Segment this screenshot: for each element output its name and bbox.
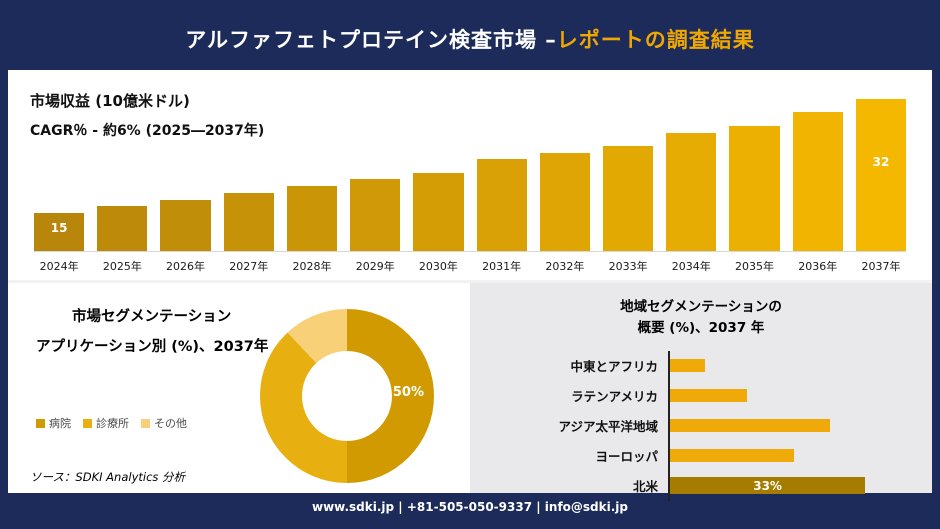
region-row: 中東とアフリカ [470,350,914,381]
revenue-bar [476,159,527,251]
region-title-line1: 地域セグメンテーションの [620,299,782,315]
revenue-bar: 15 [34,213,85,251]
revenue-axis-labels: 2024年 2025年 2026年 2027年 2028年 2029年 2030年 2031年… [34,258,906,274]
revenue-bar [413,173,464,251]
x-axis-label: 2031年 [482,260,522,273]
segmentation-title-line2: アプリケーション別 (%)、2037年 [36,339,269,355]
bar-value-label: 32 [872,155,890,169]
revenue-bar [223,193,274,251]
donut-chart: 50% [260,309,434,483]
region-row: アジア太平洋地域 [470,410,914,441]
region-bar [670,449,795,463]
legend-item: 診療所 [83,415,129,431]
source-note: ソース：SDKI Analytics 分析 [30,470,186,484]
revenue-bar [602,146,654,251]
revenue-bar [666,133,717,251]
legend-swatch [83,418,92,428]
segmentation-panel: 市場セグメンテーション アプリケーション別 (%)、2037年 50% 病院 診療… [8,283,466,493]
region-bar-area [668,410,914,441]
region-row: ヨーロッパ [470,440,914,471]
legend-swatch [36,418,45,428]
region-label: 北米 [632,479,658,495]
region-bar-area [668,380,914,411]
bar-value-label: 15 [50,221,68,235]
revenue-bar-chart: 15 32 2024年 2025年 2026年 2027年 2028年 2029年 2030年… [34,99,907,274]
x-axis-label: 2026年 [166,260,206,273]
region-rows: 中東とアフリカ ラテンアメリカアジア太平洋地域ヨーロッパ北米 33% [470,350,914,501]
x-axis-label: 2033年 [608,260,648,273]
footer: www.sdki.jp | +81-505-050-9337 | info@sd… [8,493,932,521]
revenue-bar [97,206,148,251]
region-row: 北米 33% [470,470,914,501]
revenue-bar [729,126,780,251]
revenue-section: 市場収益 (10億米ドル) CAGR％ - 約6% (2025―2037年) 1… [8,70,932,280]
segmentation-title-line1: 市場セグメンテーション [72,309,232,325]
region-label: ヨーロッパ [595,449,658,465]
revenue-bar [539,153,590,251]
x-axis-label: 2025年 [102,260,142,273]
x-axis-label: 2032年 [545,260,585,273]
revenue-bar [350,179,401,251]
region-title-line2: 概要 (%)、2037 年 [637,319,765,336]
region-bar [670,359,706,373]
legend-item: その他 [141,415,187,431]
revenue-bar [286,186,338,251]
region-row: ラテンアメリカ [470,380,914,411]
revenue-bar [792,112,843,251]
region-bar [670,419,830,433]
revenue-titles: 市場収益 (10億米ドル) CAGR％ - 約6% (2025―2037年) [30,90,264,140]
legend-label: 診療所 [96,417,129,430]
pie-legend: 病院 診療所 その他 [36,415,187,431]
footer-contact: www.sdki.jp | +81-505-050-9337 | info@sd… [311,500,628,514]
header: アルファフェトプロテイン検査市場 –レポートの調査結果 [8,8,932,70]
region-bar: 33% [670,477,866,495]
bar-value-label: 33% [753,478,782,493]
x-axis-label: 2028年 [292,260,332,273]
region-label: アジア太平洋地域 [558,419,658,435]
region-title: 地域セグメンテーションの 概要 (%)、2037 年 [470,297,932,339]
revenue-cagr-label: CAGR％ - 約6% (2025―2037年) [30,123,265,139]
legend-label: その他 [154,417,187,430]
legend-swatch [141,418,150,428]
region-bar-area: 33% [668,470,914,501]
revenue-bar [160,200,211,251]
region-label: 中東とアフリカ [570,359,658,375]
revenue-bar-area: 15 32 [34,99,907,252]
donut-value-label: 50% [392,385,424,400]
revenue-bar: 32 [855,99,907,251]
legend-item: 病院 [36,415,71,431]
x-axis-label: 2034年 [671,260,711,273]
region-bar-area [668,440,914,471]
x-axis-label: 2035年 [735,260,775,273]
legend-label: 病院 [49,417,71,430]
region-bar-area [668,350,914,381]
revenue-metric-label: 市場収益 (10億米ドル) [30,92,190,110]
x-axis-label: 2037年 [861,260,901,273]
x-axis-label: 2024年 [39,260,79,273]
page-title-main: アルファフェトプロテイン検査市場 – [185,28,557,52]
x-axis-label: 2036年 [798,260,838,273]
bottom-section: 市場セグメンテーション アプリケーション別 (%)、2037年 50% 病院 診療… [8,280,932,501]
x-axis-label: 2030年 [418,260,458,273]
page-title-accent: レポートの調査結果 [556,28,755,52]
x-axis-label: 2027年 [229,260,269,273]
region-bar [670,389,747,403]
region-label: ラテンアメリカ [571,389,658,405]
region-panel: 地域セグメンテーションの 概要 (%)、2037 年 中東とアフリカ ラテンアメリ… [470,283,932,501]
page-title: アルファフェトプロテイン検査市場 –レポートの調査結果 [185,24,755,54]
x-axis-label: 2029年 [355,260,395,273]
